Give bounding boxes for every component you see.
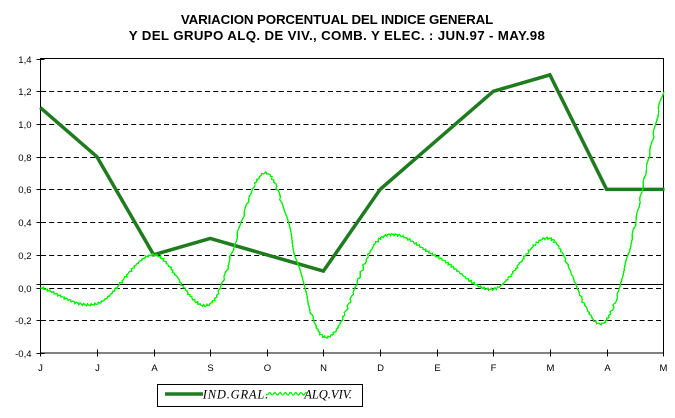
svg-text:0,4: 0,4: [18, 218, 31, 229]
svg-text:1,0: 1,0: [18, 120, 31, 131]
svg-text:0,0: 0,0: [18, 284, 31, 295]
svg-text:E: E: [434, 363, 440, 374]
svg-text:A: A: [151, 363, 158, 374]
svg-text:VARIACION PORCENTUAL DEL INDIC: VARIACION PORCENTUAL DEL INDICE GENERAL: [181, 12, 493, 27]
svg-text:M: M: [547, 363, 555, 374]
svg-text:-0,4: -0,4: [15, 349, 31, 360]
svg-text:0,2: 0,2: [18, 251, 31, 262]
svg-text:N: N: [320, 363, 327, 374]
svg-text:F: F: [491, 363, 497, 374]
svg-text:0,6: 0,6: [18, 185, 31, 196]
svg-text:J: J: [38, 363, 43, 374]
svg-text:S: S: [207, 363, 213, 374]
svg-text:A: A: [604, 363, 611, 374]
svg-text:J: J: [95, 363, 100, 374]
svg-text:ALQ.VIV.: ALQ.VIV.: [303, 388, 352, 402]
svg-text:IND.GRAL.: IND.GRAL.: [202, 388, 269, 402]
svg-text:0,8: 0,8: [18, 153, 31, 164]
svg-text:D: D: [377, 363, 384, 374]
svg-text:-0,2: -0,2: [15, 316, 31, 327]
svg-text:1,2: 1,2: [18, 87, 31, 98]
svg-text:M: M: [660, 363, 668, 374]
svg-text:O: O: [264, 363, 271, 374]
svg-text:1,4: 1,4: [18, 55, 31, 66]
svg-text:Y DEL GRUPO ALQ. DE VIV., COMB: Y DEL GRUPO ALQ. DE VIV., COMB. Y ELEC. …: [129, 28, 546, 43]
